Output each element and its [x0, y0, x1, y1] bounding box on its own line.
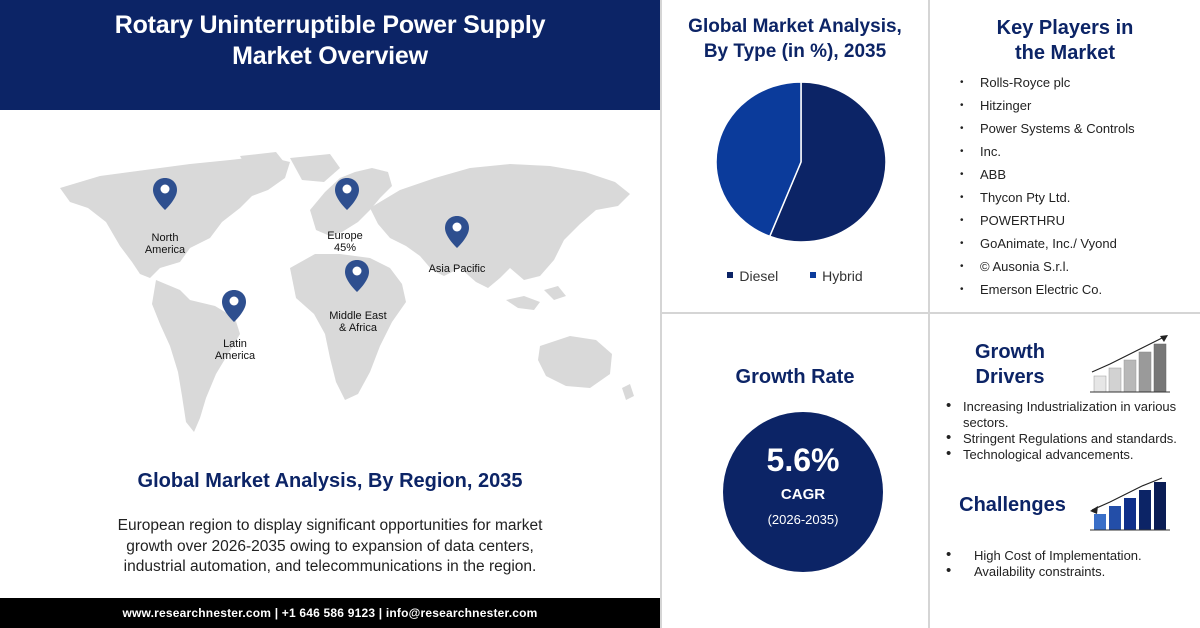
pin-icon-europe [335, 178, 359, 210]
type-chart-title-line1: Global Market Analysis, [688, 16, 902, 37]
cagr-period: (2026-2035) [767, 512, 839, 527]
list-item: Increasing Industrialization in various … [946, 398, 1196, 431]
challenges-title: Challenges [959, 494, 1066, 516]
cagr-value: 5.6% [766, 442, 840, 478]
pie-slice-diesel [768, 81, 887, 243]
left-panel: Rotary Uninterruptible Power Supply Mark… [0, 0, 660, 628]
key-players-list: Rolls-Royce plc Hitzinger Power Systems … [960, 71, 1160, 301]
list-item: High Cost of Implementation. [946, 547, 1196, 564]
list-item: Power Systems & Controls [960, 117, 1160, 140]
list-item: GoAnimate, Inc./ Vyond [960, 232, 1160, 255]
rising-bars-blue-icon [1090, 477, 1170, 531]
description-line: European region to display significant o… [117, 517, 543, 534]
region-analysis-description: European region to display significant o… [70, 516, 590, 578]
pin-icon-asia-pacific [445, 216, 469, 248]
key-players-title: Key Players in the Market [930, 16, 1200, 66]
region-pins [153, 178, 469, 322]
divider [928, 0, 930, 628]
pie-slice-hybrid [715, 81, 802, 238]
growth-drivers-title: Growth Drivers [945, 340, 1075, 390]
key-players-title-line2: the Market [1014, 42, 1116, 64]
region-label-line: America [214, 350, 256, 362]
list-item: Thycon Pty Ltd. [960, 186, 1160, 209]
region-label-line: & Africa [339, 322, 377, 334]
region-label-latin-america: Latin America [215, 338, 255, 362]
list-item: Technological advancements. [946, 446, 1196, 463]
list-item: Availability constraints. [946, 563, 1196, 580]
region-analysis-heading: Global Market Analysis, By Region, 2035 [137, 470, 523, 492]
rising-bars-icon [1090, 335, 1170, 393]
region-label-europe: Europe 45% [327, 230, 362, 254]
list-item: ABB [960, 163, 1160, 186]
region-label-line: Latin [223, 338, 247, 350]
region-label-line: Asia Pacific [428, 263, 486, 275]
list-item: Stringent Regulations and standards. [946, 430, 1196, 447]
growth-drivers-list: Increasing Industrialization in various … [946, 398, 1196, 463]
legend-item-diesel: Diesel [727, 268, 778, 284]
growth-drivers-title-line1: Growth [975, 341, 1045, 363]
list-item: © Ausonia S.r.l. [960, 255, 1160, 278]
cagr-circle: 5.6% CAGR (2026-2035) [723, 412, 883, 572]
pie-slices [715, 81, 887, 243]
region-label-asia-pacific: Asia Pacific [429, 263, 486, 275]
challenges-list: High Cost of Implementation. Availabilit… [946, 547, 1196, 580]
world-map-graphic [60, 152, 634, 432]
key-players-title-line1: Key Players in [996, 17, 1134, 39]
contact-footer: www.researchnester.com | +1 646 586 9123… [0, 598, 660, 628]
type-chart-title: Global Market Analysis, By Type (in %), … [662, 14, 928, 64]
page-title-line1: Rotary Uninterruptible Power Supply [114, 11, 546, 39]
legend-swatch [810, 272, 817, 279]
list-item-continuation: Inc. [960, 140, 1160, 163]
description-line: industrial automation, and telecommunica… [123, 558, 537, 575]
legend-label: Diesel [739, 268, 779, 284]
list-item: POWERTHRU [960, 209, 1160, 232]
divider [662, 312, 1200, 314]
region-label-north-america: North America [145, 232, 185, 256]
description-line: growth over 2026-2035 owing to expansion… [126, 537, 534, 555]
legend-swatch [727, 272, 734, 279]
type-chart-title-line2: By Type (in %), 2035 [703, 41, 887, 62]
divider [660, 0, 662, 628]
type-pie-chart [715, 81, 887, 243]
region-label-line: America [144, 244, 186, 256]
region-label-line: Middle East [329, 310, 387, 322]
list-item: Rolls-Royce plc [960, 71, 1160, 94]
pin-icon-middle-east-africa [345, 260, 369, 292]
region-label-middle-east-africa: Middle East & Africa [329, 310, 386, 334]
legend-label: Hybrid [822, 268, 863, 284]
cagr-label: CAGR [780, 486, 826, 503]
pie-legend: Diesel Hybrid [662, 268, 928, 284]
title-banner: Rotary Uninterruptible Power Supply Mark… [0, 0, 660, 110]
page-title-line2: Market Overview [232, 42, 428, 70]
growth-rate-title: Growth Rate [735, 366, 855, 388]
pin-icon-latin-america [222, 290, 246, 322]
world-map: North America Europe 45% Asia Pacific Mi… [40, 150, 640, 450]
region-label-line: North [151, 232, 179, 244]
list-item: Emerson Electric Co. [960, 278, 1160, 301]
region-label-line: Europe [327, 230, 363, 242]
pin-icon-north-america [153, 178, 177, 210]
growth-drivers-title-line2: Drivers [975, 366, 1045, 388]
list-item: Hitzinger [960, 94, 1160, 117]
legend-item-hybrid: Hybrid [810, 268, 863, 284]
region-label-line: 45% [333, 242, 357, 254]
